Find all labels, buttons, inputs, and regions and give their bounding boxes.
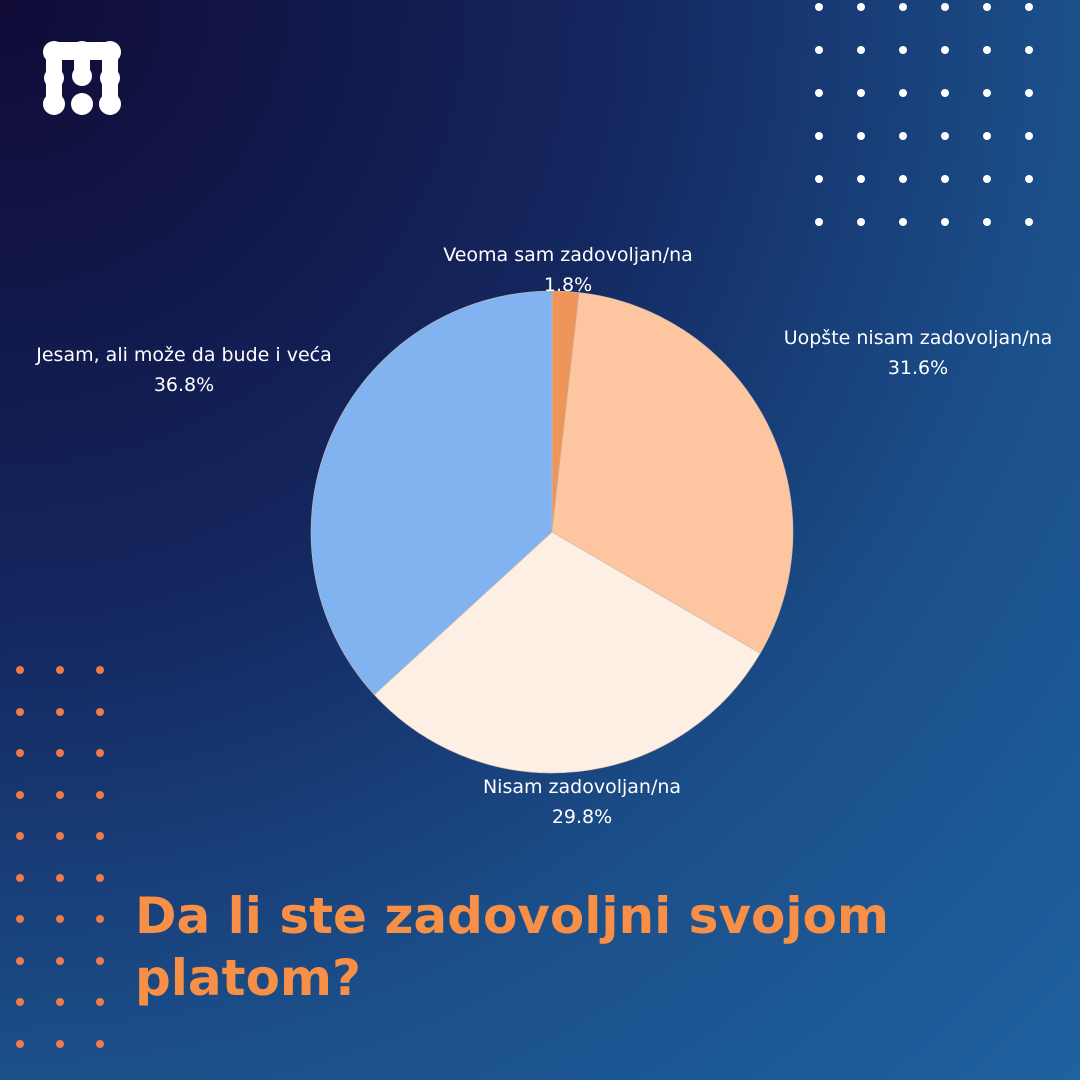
decor-dot [16, 873, 24, 882]
slice-value: 36.8% [153, 374, 215, 396]
chart-title: Da li ste zadovoljni svojom platom? [135, 887, 889, 1007]
decor-dot [1025, 218, 1033, 226]
decor-dot [857, 132, 865, 140]
slice-label: Jesam, ali može da bude i veća 36.8% [36, 340, 331, 400]
decor-dot [1025, 132, 1033, 140]
decor-dot [815, 46, 823, 54]
decor-dot [96, 956, 104, 965]
decor-dot [56, 707, 64, 716]
decor-dot [899, 46, 907, 54]
decor-dot [899, 89, 907, 97]
decor-dot [96, 666, 104, 674]
decor-dot [941, 3, 949, 11]
slice-name: Nisam zadovoljan/na [482, 776, 682, 798]
slice-value: 31.6% [887, 357, 949, 379]
decor-dot [96, 998, 104, 1006]
slice-name: Jesam, ali može da bude i veća [36, 344, 332, 366]
decor-dot [16, 998, 24, 1006]
decor-dot [56, 749, 64, 757]
decor-dot [857, 46, 865, 54]
decor-dot [941, 175, 949, 183]
decor-dot [815, 3, 823, 11]
m-logo-icon [43, 41, 121, 115]
decor-dot [899, 218, 907, 226]
slice-value: 29.8% [551, 806, 613, 828]
slice-label: Uopšte nisam zadovoljan/na 31.6% [784, 323, 1053, 383]
decor-dot [857, 89, 865, 97]
decor-dot [96, 707, 104, 716]
decor-dot [16, 790, 24, 799]
decor-dot [983, 89, 991, 97]
decor-dot [1025, 89, 1033, 97]
slice-value: 1.8% [543, 274, 593, 296]
decor-dot [815, 218, 823, 226]
decor-dot [16, 956, 24, 965]
pie-slice [373, 531, 761, 774]
decor-dot [56, 666, 64, 674]
pie-slice [551, 292, 794, 654]
slice-name: Uopšte nisam zadovoljan/na [783, 327, 1053, 349]
decor-dot [96, 832, 104, 840]
decor-dot [56, 832, 64, 840]
decor-dot [983, 175, 991, 183]
slice-label: Veoma sam zadovoljan/na 1.8% [443, 240, 693, 300]
decor-dot [941, 132, 949, 140]
decor-dot [16, 1039, 24, 1048]
decor-dot [16, 707, 24, 716]
decor-dot [96, 749, 104, 757]
decor-dot [983, 3, 991, 11]
decor-dot [1025, 3, 1033, 11]
decor-dot [815, 132, 823, 140]
decor-dot [56, 1039, 64, 1048]
decor-dot [56, 915, 64, 923]
decor-dot [16, 832, 24, 840]
decor-dot [899, 175, 907, 183]
decor-dot [56, 873, 64, 882]
decor-dot [857, 218, 865, 226]
decor-dot [899, 132, 907, 140]
slice-name: Veoma sam zadovoljan/na [443, 244, 693, 266]
decor-dot [983, 132, 991, 140]
decor-dot [16, 749, 24, 757]
decor-dot [899, 3, 907, 11]
decor-dot [941, 89, 949, 97]
decor-dot [815, 175, 823, 183]
decor-dot [96, 1039, 104, 1048]
decor-dot [983, 46, 991, 54]
decor-dot [56, 956, 64, 965]
decor-dot [56, 998, 64, 1006]
decor-dot [941, 218, 949, 226]
decor-dot [56, 790, 64, 799]
decor-dot [16, 915, 24, 923]
decor-dot [941, 46, 949, 54]
slice-label: Nisam zadovoljan/na 29.8% [483, 772, 681, 832]
decor-dot [96, 873, 104, 882]
decor-dot [983, 218, 991, 226]
decor-dot [1025, 175, 1033, 183]
decor-dot [815, 89, 823, 97]
decor-dot [1025, 46, 1033, 54]
decor-dot [96, 790, 104, 799]
pie-slice [310, 290, 553, 696]
decor-dot [857, 3, 865, 11]
decor-dot [96, 915, 104, 923]
decor-dot [16, 666, 24, 674]
decor-dot [857, 175, 865, 183]
